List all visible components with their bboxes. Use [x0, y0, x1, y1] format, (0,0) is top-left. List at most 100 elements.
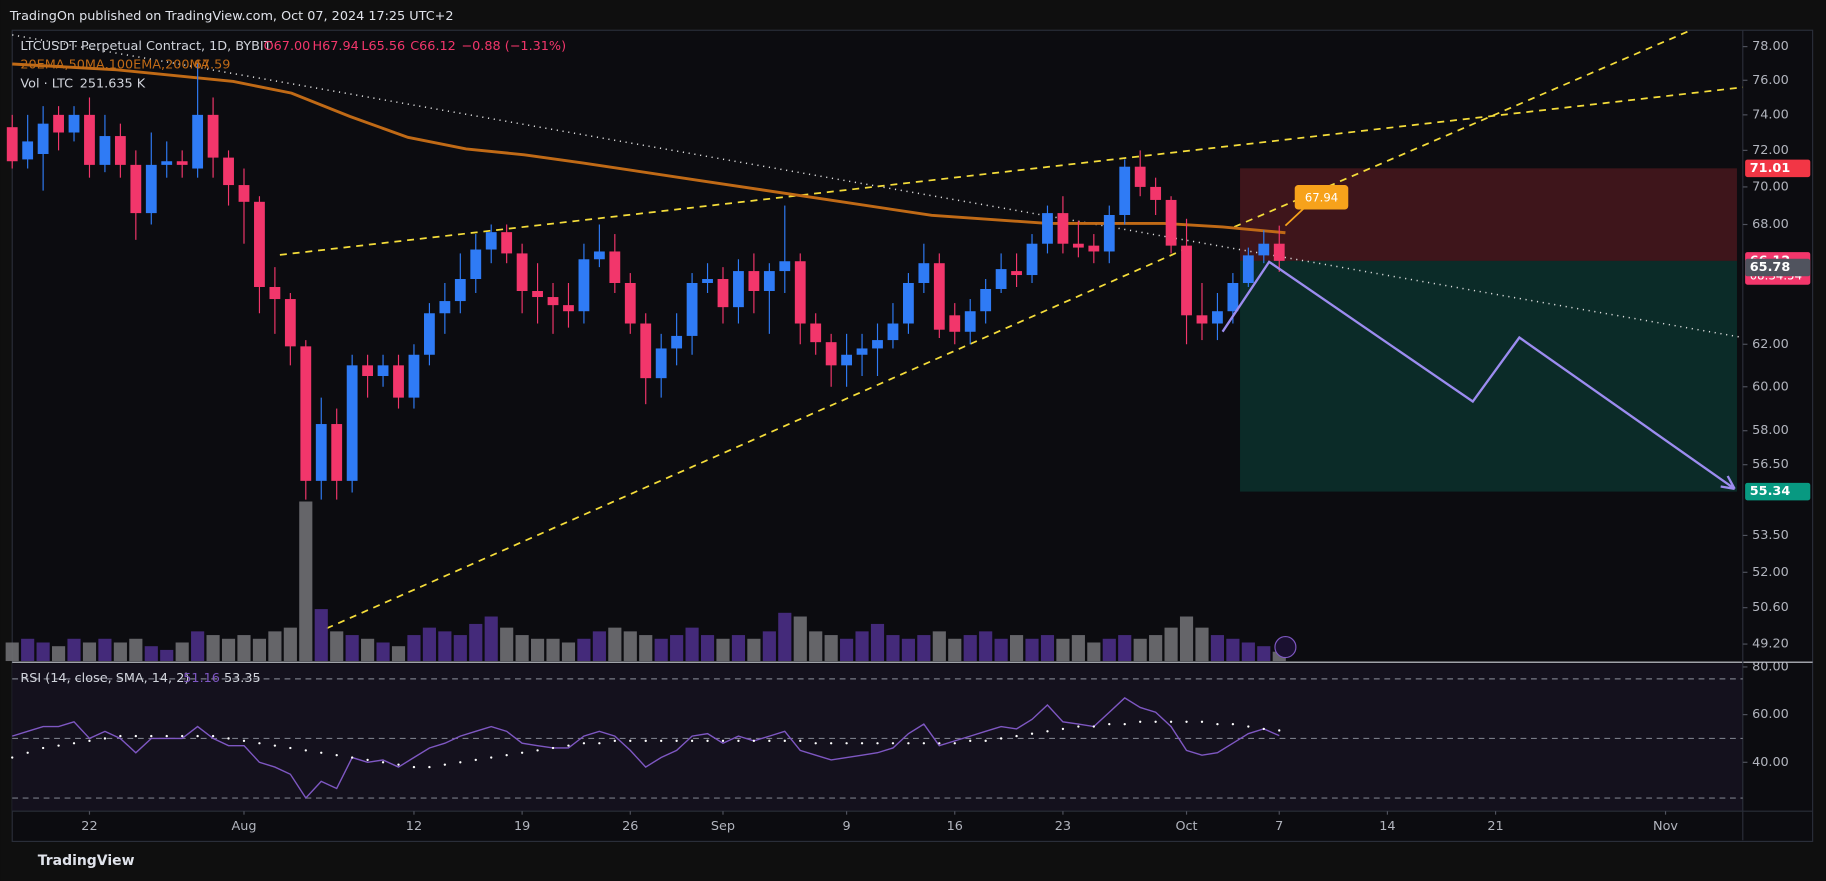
- rsi-sma-dot: [520, 751, 524, 754]
- change: −0.88 (−1.31%): [461, 39, 566, 54]
- candle-body: [763, 271, 775, 291]
- rsi-sma-dot: [459, 761, 462, 764]
- trendline: [326, 247, 1189, 630]
- rsi-sma-value: 53.35: [224, 671, 261, 686]
- candle-body: [254, 201, 265, 287]
- rsi-sma-dot: [690, 739, 694, 743]
- volume-bar: [500, 627, 514, 662]
- volume-bar: [1164, 627, 1178, 662]
- rsi-sma-dot: [165, 734, 168, 738]
- candle-body: [1273, 243, 1285, 261]
- alert-icon[interactable]: [1274, 636, 1297, 659]
- volume-bar: [422, 627, 436, 662]
- rsi-sma-dot: [1278, 729, 1281, 732]
- x-tick-label: 16: [947, 819, 963, 834]
- x-tick-label: Nov: [1653, 819, 1678, 834]
- candle-body: [547, 297, 559, 306]
- volume-bar: [731, 635, 746, 662]
- rsi-sma-dot: [211, 734, 215, 738]
- rsi-sma-dot: [1216, 722, 1219, 726]
- volume-bar: [252, 638, 267, 662]
- rsi-sma-dot: [582, 742, 586, 745]
- rsi-sma-dot: [1077, 725, 1080, 728]
- volume-bar: [283, 627, 297, 662]
- rsi-sma-dot: [783, 739, 786, 743]
- rsi-sma-dot: [1247, 725, 1250, 728]
- volume-bar: [608, 627, 622, 662]
- candle-body: [1011, 271, 1022, 276]
- candle-body: [1119, 166, 1131, 215]
- rsi-sma-dot: [381, 761, 385, 764]
- rsi-sma-dot: [660, 739, 663, 743]
- volume-bar: [1102, 638, 1116, 662]
- candle-body: [331, 424, 343, 481]
- y-tick-label: 58.00: [1752, 423, 1789, 438]
- rsi-line: [12, 697, 1280, 800]
- rsi-pane: [12, 663, 1743, 812]
- volume-bar: [175, 642, 189, 662]
- rsi-sma-dot: [768, 739, 771, 743]
- candle-body: [1165, 199, 1177, 246]
- rsi-sma-dot: [1030, 732, 1034, 735]
- volume-bar: [129, 638, 143, 662]
- volume-bar: [113, 642, 127, 662]
- volume-bar: [1149, 635, 1163, 662]
- rsi-sma-dot: [922, 742, 926, 745]
- rsi-sma-dot: [1231, 722, 1235, 726]
- ma-value: 67.59: [194, 58, 231, 73]
- candle-body: [1134, 166, 1146, 187]
- volume-bar: [809, 631, 823, 662]
- rsi-sma-dot: [428, 765, 431, 769]
- price-tag: [1745, 482, 1811, 501]
- candle-body: [578, 259, 590, 312]
- x-tick-label: 22: [81, 819, 97, 834]
- volume-bar: [870, 623, 885, 662]
- candle-body: [794, 261, 806, 324]
- rsi-tick-label: 80.00: [1752, 659, 1789, 674]
- candle-body: [563, 305, 574, 312]
- candle-body: [1026, 243, 1038, 276]
- rsi-sma-dot: [350, 756, 354, 759]
- volume-bar: [515, 635, 529, 662]
- rsi-sma-dot: [289, 746, 292, 750]
- candle-body: [748, 271, 760, 291]
- candle-body: [393, 365, 404, 398]
- rsi-sma-dot: [41, 746, 45, 750]
- volume-bar: [345, 635, 359, 662]
- volume-bar: [700, 635, 715, 662]
- x-tick-label: 26: [622, 819, 638, 834]
- volume-bar: [901, 638, 915, 662]
- volume-bar: [330, 631, 344, 662]
- rsi-sma-dot: [474, 758, 477, 762]
- rsi-sma-dot: [366, 758, 369, 762]
- volume-bar: [685, 627, 699, 662]
- price-tag-label: 71.01: [1750, 161, 1791, 176]
- rsi-sma-dot: [706, 739, 709, 743]
- candle-body: [223, 157, 234, 186]
- volume-bar: [1009, 635, 1024, 662]
- volume-bar: [314, 609, 328, 662]
- volume-bar: [1257, 646, 1271, 662]
- rsi-sma-dot: [969, 739, 972, 743]
- x-tick-label: 12: [406, 819, 422, 834]
- rsi-sma-dot: [721, 739, 725, 743]
- rsi-sma-dot: [1108, 722, 1111, 726]
- rsi-sma-dot: [26, 751, 29, 754]
- rsi-sma-dot: [1154, 720, 1157, 723]
- rsi-sma-dot: [845, 742, 848, 745]
- candle-body: [593, 251, 605, 260]
- rsi-sma-dot: [242, 739, 246, 743]
- rsi-sma-dot: [1262, 727, 1265, 731]
- rsi-sma-dot: [273, 744, 277, 747]
- rsi-sma-dot: [799, 739, 802, 743]
- volume-bar: [762, 631, 776, 662]
- candle-body: [980, 288, 992, 312]
- candle-body: [949, 315, 961, 332]
- y-tick-label: 72.00: [1752, 143, 1789, 158]
- candle-body: [22, 141, 34, 160]
- candle-body: [1227, 282, 1239, 312]
- volume-bar: [36, 642, 50, 662]
- candle-body: [145, 164, 157, 214]
- rsi-tick-label: 40.00: [1752, 755, 1789, 770]
